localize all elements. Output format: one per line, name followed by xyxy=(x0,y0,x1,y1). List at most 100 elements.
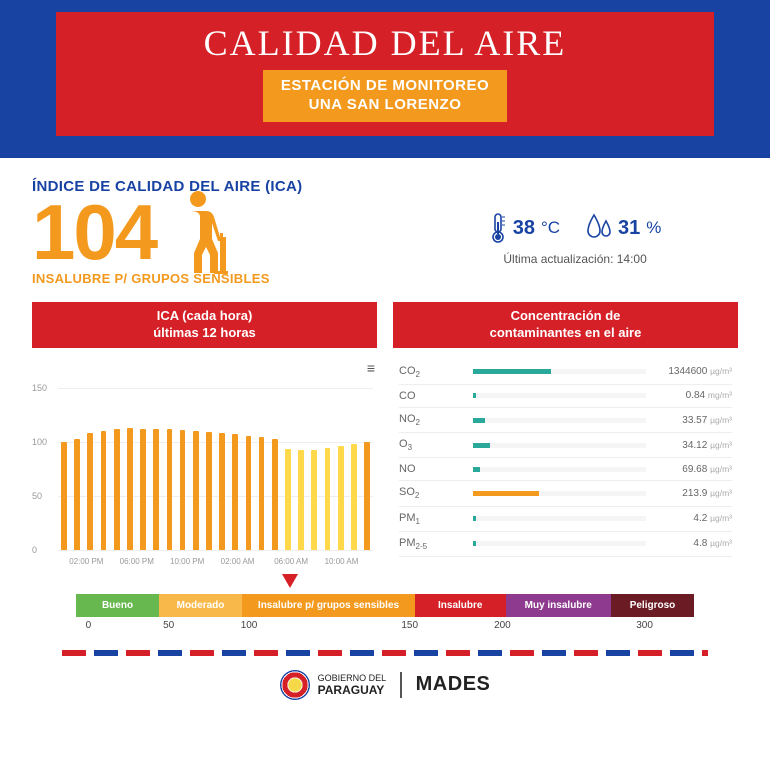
gov-line1: GOBIERNO DEL xyxy=(318,673,387,683)
chart-bar xyxy=(127,428,133,550)
chart-title-line1: ICA (cada hora) xyxy=(36,308,373,325)
scale-segment: Insalubre p/ grupos sensibles xyxy=(242,594,415,617)
chart-menu-icon[interactable]: ≡ xyxy=(367,360,375,376)
scale-ticks: 050100150200300 xyxy=(76,620,694,636)
pollutant-bar-track xyxy=(473,418,646,423)
scale-segment: Muy insalubre xyxy=(506,594,612,617)
pollutant-name: PM2-5 xyxy=(399,537,465,551)
gov-logo: GOBIERNO DEL PARAGUAY xyxy=(280,670,387,700)
ytick-label: 0 xyxy=(32,545,37,555)
chart-bar xyxy=(114,429,120,550)
pollutant-bar xyxy=(473,541,476,546)
main-content: ÍNDICE DE CALIDAD DEL AIRE (ICA) 104 INS… xyxy=(0,158,770,708)
scale-segment: Peligroso xyxy=(611,594,694,617)
pollutant-row: CO 0.84 mg/m³ xyxy=(399,385,732,408)
scale-tick-label: 200 xyxy=(494,620,511,631)
scale-segment: Bueno xyxy=(76,594,159,617)
title-box: CALIDAD DEL AIRE ESTACIÓN DE MONITOREO U… xyxy=(56,12,714,136)
chart-bar xyxy=(74,439,80,550)
agency-name: MADES xyxy=(416,673,491,696)
temperature-unit: °C xyxy=(541,218,560,238)
pollutant-bar-track xyxy=(473,369,646,374)
infographic-root: CALIDAD DEL AIRE ESTACIÓN DE MONITOREO U… xyxy=(0,0,770,770)
pollutants-panel: Concentración de contaminantes en el air… xyxy=(393,302,738,576)
pollutant-name: CO2 xyxy=(399,365,465,379)
pollutant-value: 4.2 µg/m³ xyxy=(654,513,732,524)
chart-bar xyxy=(167,429,173,550)
scale-segment: Insalubre xyxy=(415,594,506,617)
weather-row: 38 °C 31% xyxy=(412,212,738,244)
pollutants-title-line1: Concentración de xyxy=(397,308,734,325)
ytick-label: 100 xyxy=(32,437,47,447)
footer-separator xyxy=(400,672,402,698)
main-title: CALIDAD DEL AIRE xyxy=(76,22,694,64)
pollutants-list: CO21344600 µg/m³ CO 0.84 mg/m³ NO2 33.57 µg/… xyxy=(393,360,738,557)
chart-bar xyxy=(311,450,317,549)
ica-value: 104 xyxy=(32,193,156,271)
pollutant-bar xyxy=(473,516,476,521)
pollutant-bar xyxy=(473,467,480,472)
gridline xyxy=(58,550,373,551)
bar-chart: ≡ 050100150 02:00 PM06:00 PM10:00 PM02:0… xyxy=(32,388,377,576)
pollutant-value: 4.8 µg/m³ xyxy=(654,538,732,549)
chart-panel: ICA (cada hora) últimas 12 horas ≡ 0 50 10… xyxy=(32,302,377,576)
pollutant-name: O3 xyxy=(399,438,465,452)
chart-bar xyxy=(101,431,107,550)
chart-bar xyxy=(259,437,265,549)
ica-block: ÍNDICE DE CALIDAD DEL AIRE (ICA) 104 INS… xyxy=(32,178,392,286)
pollutant-value: 33.57 µg/m³ xyxy=(654,415,732,426)
ica-category: INSALUBRE P/ GRUPOS SENSIBLES xyxy=(32,271,392,286)
chart-bar xyxy=(232,434,238,550)
pollutant-value: 213.9 µg/m³ xyxy=(654,488,732,499)
decorative-stripes xyxy=(62,650,708,656)
chart-title-line2: últimas 12 horas xyxy=(36,325,373,342)
ytick-label: 150 xyxy=(32,383,47,393)
xtick-label: 10:00 PM xyxy=(170,557,204,566)
pollutant-value: 0.84 mg/m³ xyxy=(654,390,732,401)
humidity: 31% xyxy=(586,213,661,243)
pollutant-name: SO2 xyxy=(399,486,465,500)
chart-bar xyxy=(87,433,93,550)
chart-bar xyxy=(325,448,331,550)
pollutant-name: NO2 xyxy=(399,413,465,427)
xtick-label: 06:00 PM xyxy=(120,557,154,566)
pollutant-name: CO xyxy=(399,390,465,402)
pollutant-row: CO21344600 µg/m³ xyxy=(399,360,732,385)
chart-bar xyxy=(338,446,344,550)
pollutant-bar-track xyxy=(473,443,646,448)
humidity-value: 31 xyxy=(618,217,640,240)
pollutant-bar-track xyxy=(473,491,646,496)
chart-bar xyxy=(153,429,159,550)
pollutant-bar xyxy=(473,443,490,448)
last-update: Última actualización: 14:00 xyxy=(412,252,738,266)
chart-bar xyxy=(272,439,278,550)
humidity-unit: % xyxy=(646,218,661,238)
temperature: 38 °C xyxy=(489,212,560,244)
header-band: CALIDAD DEL AIRE ESTACIÓN DE MONITOREO U… xyxy=(0,0,770,158)
ytick-label: 50 xyxy=(32,491,42,501)
panels-row: ICA (cada hora) últimas 12 horas ≡ 0 50 10… xyxy=(32,302,738,576)
pollutant-row: NO69.68 µg/m³ xyxy=(399,458,732,481)
pollutant-bar-track xyxy=(473,393,646,398)
chart-bar xyxy=(193,431,199,550)
chart-bar xyxy=(219,433,225,550)
chart-bar xyxy=(140,429,146,550)
subtitle-line1: ESTACIÓN DE MONITOREO xyxy=(281,77,489,96)
pollutant-value: 34.12 µg/m³ xyxy=(654,440,732,451)
scale-tick-label: 0 xyxy=(86,620,92,631)
subtitle-line2: UNA SAN LORENZO xyxy=(281,96,489,115)
chart-bar xyxy=(364,442,370,550)
pollutant-bar-track xyxy=(473,516,646,521)
pollutant-bar-track xyxy=(473,467,646,472)
chart-bar xyxy=(206,432,212,550)
pollutant-bar xyxy=(473,369,551,374)
ica-value-row: 104 xyxy=(32,189,392,275)
chart-bar xyxy=(285,449,291,549)
chart-bar xyxy=(180,430,186,550)
xtick-label: 10:00 AM xyxy=(325,557,359,566)
footer: GOBIERNO DEL PARAGUAY MADES xyxy=(32,670,738,700)
temperature-value: 38 xyxy=(513,217,535,240)
aqi-scale: BuenoModeradoInsalubre p/ grupos sensibl… xyxy=(76,594,694,636)
chart-bar xyxy=(351,444,357,550)
subtitle-box: ESTACIÓN DE MONITOREO UNA SAN LORENZO xyxy=(263,70,507,122)
